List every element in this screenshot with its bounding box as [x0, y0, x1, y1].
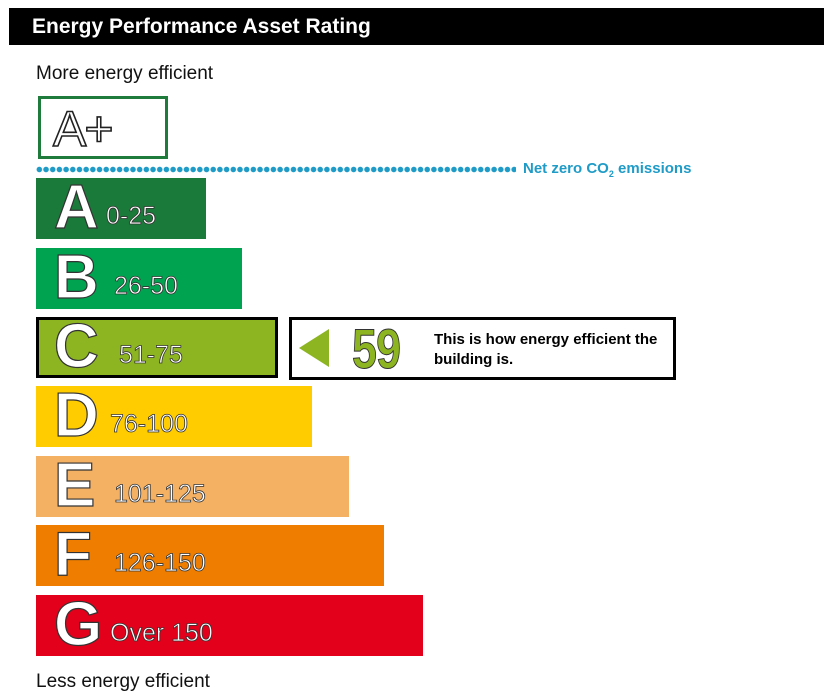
- band-e-letter: E: [53, 450, 96, 520]
- band-aplus-letter: A+: [52, 100, 114, 158]
- band-f-range: 126-150: [114, 549, 207, 578]
- header-title: Energy Performance Asset Rating: [9, 8, 824, 45]
- band-a-range: 0-25: [106, 202, 157, 231]
- band-b-letter: B: [53, 242, 99, 312]
- netzero-dots: [36, 165, 516, 174]
- band-f: F 126-150: [36, 519, 384, 590]
- band-aplus: A+: [38, 96, 168, 159]
- bottom-caption: Less energy efficient: [36, 671, 210, 692]
- rating-indicator: 59 This is how energy efficient the buil…: [289, 317, 676, 380]
- rating-value: 59: [352, 317, 402, 380]
- netzero-label-sub: 2: [608, 169, 614, 179]
- band-a: A 0-25: [36, 172, 206, 243]
- band-d-letter: D: [53, 380, 99, 450]
- band-d-range: 76-100: [110, 410, 189, 439]
- band-a-letter: A: [53, 172, 99, 242]
- band-e-range: 101-125: [114, 480, 207, 509]
- band-c-letter: C: [53, 311, 99, 381]
- netzero-label-suffix: emissions: [613, 160, 692, 177]
- band-g-range: Over 150: [110, 619, 214, 648]
- band-g: G Over 150: [36, 589, 423, 660]
- netzero-label-prefix: Net zero CO: [523, 160, 609, 177]
- band-e: E 101-125: [36, 450, 349, 521]
- rating-description: This is how energy efficient the buildin…: [434, 331, 658, 368]
- netzero-label: Net zero CO2 emissions: [523, 160, 691, 179]
- band-f-letter: F: [53, 519, 92, 589]
- arrow-left-icon: [299, 329, 329, 367]
- band-d: D 76-100: [36, 380, 312, 451]
- band-c-range: 51-75: [119, 341, 184, 370]
- band-b-range: 26-50: [114, 272, 179, 301]
- band-g-letter: G: [53, 589, 103, 659]
- netzero-line: Net zero CO2 emissions: [36, 160, 833, 180]
- band-b: B 26-50: [36, 242, 242, 313]
- top-caption: More energy efficient: [36, 63, 214, 84]
- band-c: C 51-75: [36, 311, 278, 382]
